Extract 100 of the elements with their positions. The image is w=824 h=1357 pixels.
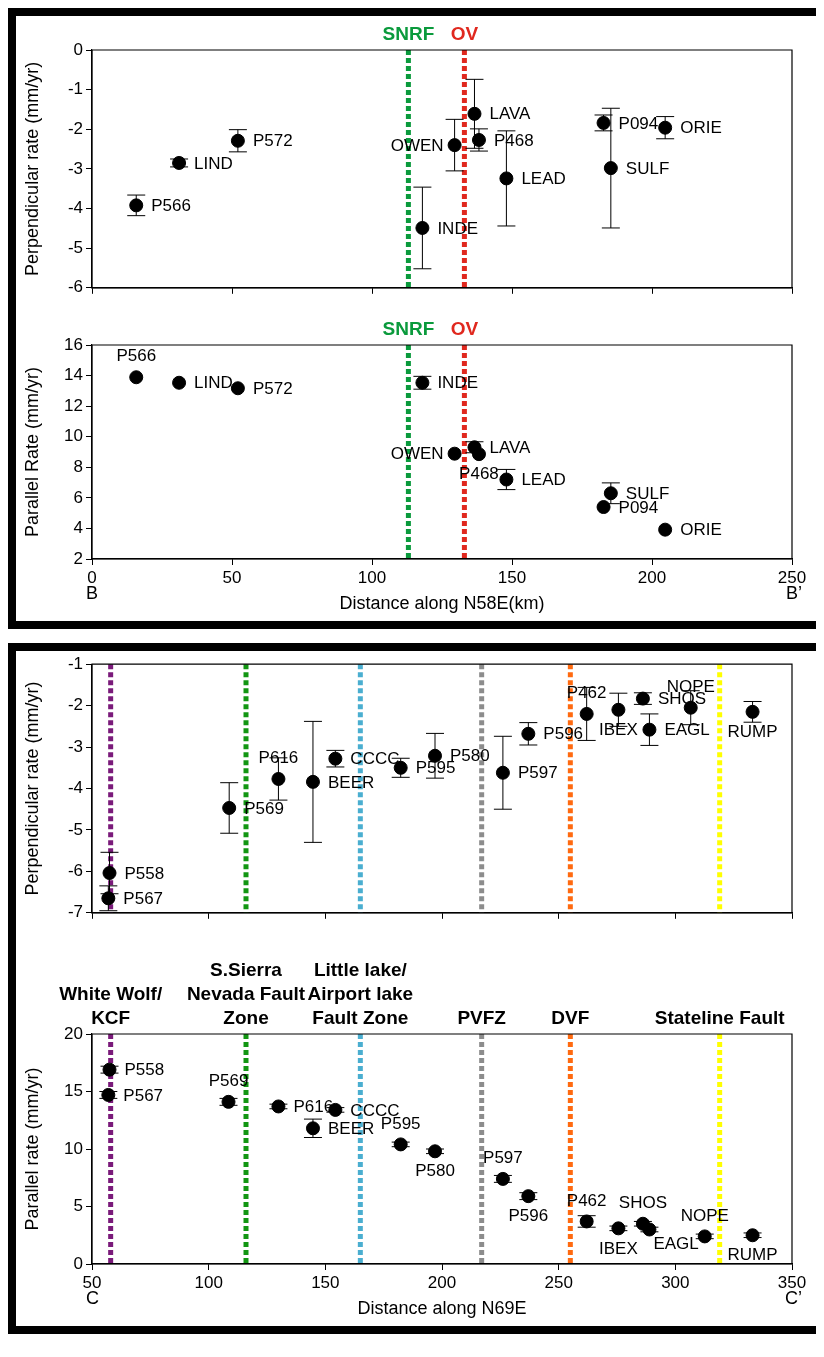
point bbox=[271, 771, 286, 786]
point bbox=[697, 1229, 712, 1244]
x-tick-label: 150 bbox=[497, 567, 527, 587]
data-label: INDE bbox=[437, 373, 479, 393]
data-label: P567 bbox=[123, 888, 164, 908]
y-tick-label: 0 bbox=[73, 39, 83, 59]
y-tick-label: 16 bbox=[64, 334, 83, 354]
point bbox=[603, 161, 618, 176]
y-tick-label: 12 bbox=[64, 395, 83, 415]
data-label: OWEN bbox=[390, 135, 444, 155]
data-label: BEER bbox=[327, 772, 375, 792]
data-label: P558 bbox=[124, 863, 165, 883]
ref-line-label: PVFZ bbox=[457, 1006, 507, 1028]
data-label: P596 bbox=[543, 724, 584, 744]
data-label: IBEX bbox=[599, 1238, 638, 1258]
x-tick-label: 200 bbox=[637, 567, 667, 587]
ref-line-label: Little lake/ Airport lake Fault Zone bbox=[307, 958, 414, 1028]
y-axis-title: Parallel rate (mm/yr) bbox=[21, 1067, 42, 1231]
y-axis-title: Parallel Rate (mm/yr) bbox=[21, 366, 42, 538]
point bbox=[499, 171, 514, 186]
point bbox=[447, 446, 462, 461]
y-tick-label: -1 bbox=[67, 79, 83, 99]
data-label: BEER bbox=[327, 1118, 375, 1138]
y-tick-label: -3 bbox=[67, 158, 83, 178]
point bbox=[101, 891, 116, 906]
data-label: LAVA bbox=[489, 437, 532, 457]
point bbox=[467, 106, 482, 121]
point bbox=[129, 370, 144, 385]
ref-line-label: Stateline Fault bbox=[654, 1006, 786, 1028]
x-tick-label: 150 bbox=[311, 1272, 340, 1292]
y-tick-label: -6 bbox=[67, 861, 83, 881]
y-tick-label: 14 bbox=[64, 365, 83, 385]
y-tick-label: -3 bbox=[67, 736, 83, 756]
data-label: SHOS bbox=[618, 1192, 667, 1212]
y-tick-label: -2 bbox=[67, 695, 83, 715]
data-label: IBEX bbox=[599, 719, 638, 739]
point bbox=[642, 1222, 657, 1237]
y-tick-label: -4 bbox=[67, 778, 83, 798]
x-tick-label: 100 bbox=[357, 567, 387, 587]
y-tick-label: -5 bbox=[67, 237, 83, 257]
data-label: P597 bbox=[517, 763, 558, 783]
data-label: P468 bbox=[459, 464, 499, 484]
x-tick-label: 200 bbox=[427, 1272, 457, 1292]
x-axis-title: Distance along N69E bbox=[357, 1298, 527, 1319]
point bbox=[101, 1087, 116, 1102]
y-axis-title: Perpendicular rate (mm/yr) bbox=[21, 681, 42, 896]
data-label: P569 bbox=[208, 1071, 249, 1091]
point bbox=[271, 1099, 286, 1114]
y-tick-label: -5 bbox=[67, 819, 83, 839]
data-label: RUMP bbox=[727, 1245, 778, 1265]
point bbox=[579, 706, 594, 721]
point bbox=[471, 447, 486, 462]
data-label: LAVA bbox=[489, 104, 532, 124]
point bbox=[471, 132, 486, 147]
data-label: ORIE bbox=[680, 520, 722, 540]
point bbox=[393, 1137, 408, 1152]
point bbox=[428, 1144, 442, 1159]
x-tick-label: 50 bbox=[222, 567, 242, 587]
data-label: P596 bbox=[508, 1206, 549, 1226]
point bbox=[305, 774, 320, 789]
ref-line-label: SNRF bbox=[382, 317, 435, 339]
data-label: LIND bbox=[194, 373, 233, 393]
data-label: OWEN bbox=[390, 444, 444, 464]
data-label: P616 bbox=[258, 748, 299, 768]
y-tick-label: 0 bbox=[73, 1253, 83, 1273]
y-tick-label: -1 bbox=[67, 653, 83, 673]
point bbox=[611, 702, 626, 717]
y-tick-label: 8 bbox=[73, 456, 83, 476]
y-axis-title: Perpendicular rate (mm/yr) bbox=[21, 61, 42, 276]
ref-line-label: SNRF bbox=[382, 22, 435, 44]
y-tick-label: -7 bbox=[67, 902, 83, 922]
point bbox=[230, 133, 245, 148]
data-label: P566 bbox=[151, 196, 191, 216]
point bbox=[658, 120, 673, 135]
y-tick-label: 2 bbox=[73, 548, 83, 568]
data-label: LEAD bbox=[521, 470, 566, 490]
data-label: P572 bbox=[252, 131, 293, 151]
data-label: INDE bbox=[437, 218, 479, 238]
point bbox=[222, 800, 237, 815]
ref-line-label: OV bbox=[450, 317, 479, 339]
point bbox=[415, 220, 430, 235]
y-tick-label: 6 bbox=[73, 487, 83, 507]
y-tick-label: -4 bbox=[67, 198, 83, 218]
data-label: P572 bbox=[252, 378, 293, 398]
data-label: P094 bbox=[618, 113, 659, 133]
data-label: P462 bbox=[566, 1190, 607, 1210]
point bbox=[230, 381, 245, 396]
data-label: LEAD bbox=[521, 169, 566, 189]
point bbox=[447, 138, 462, 153]
data-label: P558 bbox=[124, 1060, 165, 1080]
point bbox=[172, 375, 187, 390]
data-label: SULF bbox=[625, 158, 670, 178]
y-tick-label: 5 bbox=[73, 1196, 83, 1216]
point bbox=[658, 522, 673, 537]
data-label: NOPE bbox=[680, 1205, 729, 1225]
x-tick-label: 100 bbox=[194, 1272, 223, 1292]
y-tick-label: -6 bbox=[67, 277, 83, 297]
data-label: LIND bbox=[194, 153, 233, 173]
ref-line-label: OV bbox=[450, 22, 479, 44]
data-label: P567 bbox=[123, 1085, 164, 1105]
